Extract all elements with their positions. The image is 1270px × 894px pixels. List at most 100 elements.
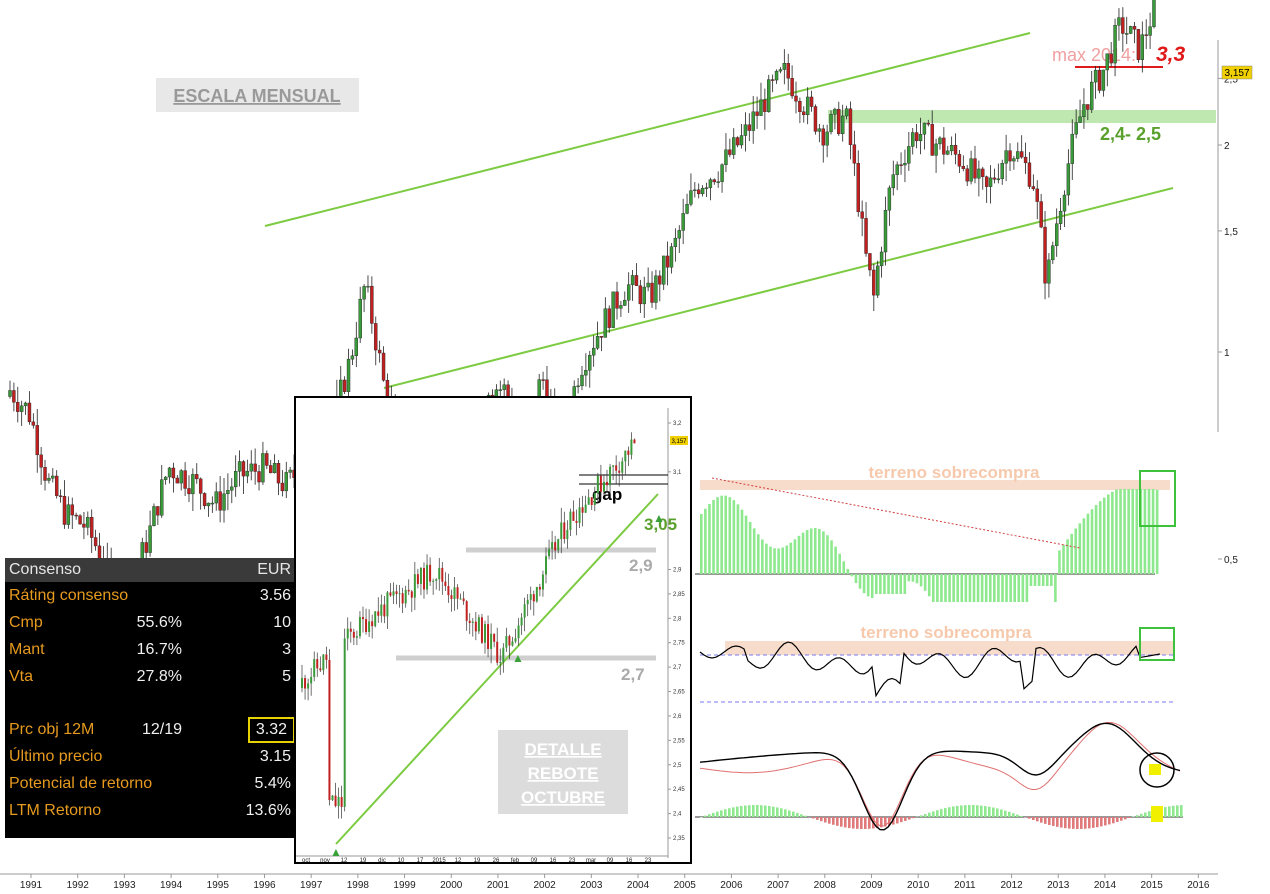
macd-bar [900, 817, 903, 823]
macd-bar [968, 805, 971, 817]
histogram-bar [988, 574, 992, 602]
candle [603, 308, 608, 338]
candle [342, 379, 347, 392]
macd-bar [952, 806, 955, 817]
candle [864, 218, 868, 254]
macd-bar [936, 810, 939, 817]
histogram-bar [956, 574, 960, 602]
macd-bar [1008, 811, 1011, 817]
candle [389, 592, 392, 596]
macd-bar [1136, 815, 1139, 817]
macd-bar [724, 809, 727, 817]
candle [269, 465, 273, 474]
candle [167, 467, 172, 478]
x-tick-label: 1995 [207, 880, 230, 891]
candle [43, 467, 47, 481]
candle [1027, 162, 1032, 187]
candle [206, 502, 211, 507]
histogram-bar [756, 534, 760, 574]
histogram-bar [1115, 489, 1118, 574]
candle [876, 265, 880, 296]
histogram-bar [964, 574, 968, 602]
candle [1039, 201, 1043, 228]
candle [551, 542, 554, 549]
histogram-bar [1119, 489, 1122, 574]
x-tick-label: 1992 [67, 880, 90, 891]
macd-bar [784, 809, 787, 817]
macd-bar [868, 817, 871, 829]
candle [465, 601, 468, 621]
divergence-line [711, 477, 1081, 549]
candle [992, 177, 997, 180]
histogram-bar [781, 547, 784, 574]
candle [346, 358, 351, 392]
candle [735, 137, 740, 146]
candle [1066, 163, 1071, 196]
candle [156, 506, 160, 516]
candle [362, 286, 366, 300]
candle [630, 439, 633, 455]
histogram-bar [1123, 489, 1126, 574]
histogram-bar [1005, 574, 1008, 602]
candle [218, 491, 222, 511]
x-tick-label: 12 [341, 858, 348, 862]
y-tick-label: 1,5 [1224, 227, 1238, 238]
candle [511, 641, 514, 646]
candle [284, 472, 288, 492]
y-tick-label: 2,35 [673, 836, 685, 842]
candle [538, 586, 541, 590]
candle [380, 604, 383, 616]
candle [1125, 33, 1129, 35]
candle [899, 164, 903, 166]
histogram-bar [895, 574, 898, 594]
candle [1121, 17, 1125, 34]
level-29-label: 2,9 [629, 556, 653, 575]
candle [774, 70, 779, 81]
candle [410, 591, 413, 598]
histogram-bar [972, 574, 976, 602]
candle [202, 493, 207, 507]
candle [856, 163, 860, 212]
main-price-tag: 3,157 [1224, 68, 1249, 79]
candle [233, 471, 238, 488]
macd-histogram [700, 805, 1183, 829]
candle [813, 106, 818, 132]
histogram-bar [736, 504, 740, 574]
candle [802, 111, 806, 116]
candle [560, 522, 563, 540]
histogram-bar [809, 528, 813, 574]
candle [949, 145, 954, 152]
macd-bar [1100, 817, 1103, 827]
histogram-bar [1155, 489, 1159, 574]
y-tick-label: 2,85 [673, 592, 685, 598]
candle [23, 402, 28, 407]
x-tick-label: 26 [493, 858, 500, 862]
candle [416, 574, 419, 584]
candle [677, 230, 681, 239]
candle [183, 470, 187, 489]
histogram-bar [785, 545, 789, 574]
macd-bar [988, 806, 991, 817]
candle [595, 336, 600, 349]
candle [429, 564, 432, 582]
macd-bar [880, 817, 883, 828]
candle [739, 135, 744, 146]
candle [852, 144, 857, 164]
histogram-bar [870, 574, 874, 599]
histogram-bar [915, 574, 919, 584]
candle [786, 63, 790, 79]
candle [953, 145, 958, 155]
candle [334, 795, 337, 807]
macd-bar [1176, 805, 1179, 817]
candle [195, 474, 199, 480]
x-tick-label: 1994 [160, 880, 183, 891]
macd-bar [876, 817, 879, 828]
candle [383, 604, 386, 617]
x-tick-label: 2003 [580, 880, 603, 891]
macd-bar [732, 807, 735, 817]
candle [276, 463, 281, 484]
main-y-axis: 3,52,521,510,5 [1218, 74, 1238, 566]
candle [508, 636, 511, 646]
candle [580, 374, 584, 387]
candle [493, 633, 496, 642]
